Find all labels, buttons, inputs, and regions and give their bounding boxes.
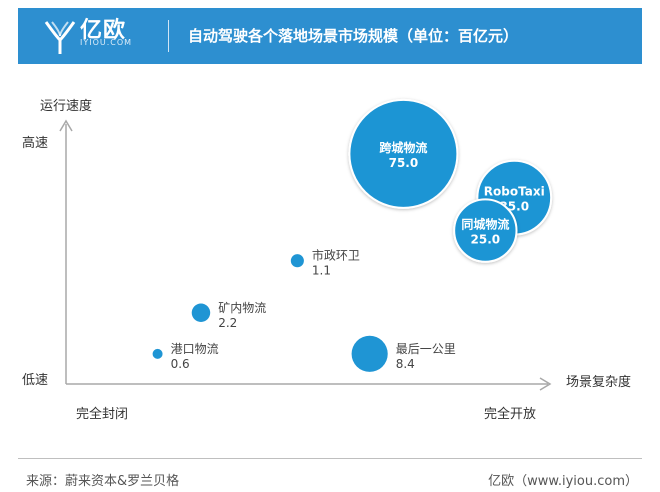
bubble-name-label: 矿内物流 <box>218 301 266 315</box>
yiou-logo-icon <box>44 21 76 54</box>
footer-divider <box>18 458 642 459</box>
bubble-name-label: 同城物流 <box>461 217 509 232</box>
y-low-label: 低速 <box>22 373 48 388</box>
page-title: 自动驾驶各个落地场景市场规模（单位：百亿元） <box>188 27 519 45</box>
brand-note: 亿欧（www.iyiou.com） <box>488 474 638 489</box>
x-low-label: 完全封闭 <box>76 406 128 422</box>
bubble-name-label: 港口物流 <box>171 342 219 356</box>
x-axis-title: 场景复杂度 <box>566 374 631 390</box>
y-high-label: 高速 <box>22 135 48 151</box>
bubble-name-label: 市政环卫 <box>312 248 360 263</box>
header-bar: 亿欧 IYIOU.COM 自动驾驶各个落地场景市场规模（单位：百亿元） <box>18 8 642 64</box>
x-axis-arrow <box>539 377 552 391</box>
y-axis-title: 运行速度 <box>40 98 92 114</box>
bubble-value-label: 0.6 <box>171 357 190 371</box>
bubble-value-label: 8.4 <box>396 357 415 371</box>
header-divider <box>168 20 169 52</box>
bubble-name-label: 最后一公里 <box>396 342 456 356</box>
bubble-point <box>152 348 163 359</box>
chart-axes: 运行速度 高速 低速 场景复杂度 完全封闭 完全开放 <box>22 98 631 422</box>
bubble-point <box>191 303 211 323</box>
bubble-value-label: 2.2 <box>218 316 237 330</box>
x-high-label: 完全开放 <box>484 406 536 422</box>
bubble-point <box>290 254 304 268</box>
bubble-point <box>453 198 518 263</box>
bubble-value-label: 1.1 <box>312 264 331 278</box>
bubble-group: 跨城物流75.0RoboTaxi35.0同城物流25.0市政环卫1.1矿内物流2… <box>152 98 553 372</box>
bubble-point <box>351 335 388 372</box>
bubble-point <box>348 98 459 209</box>
bubble-name-label: 跨城物流 <box>379 140 427 155</box>
y-axis-arrow <box>59 119 73 132</box>
bubble-value-label: 25.0 <box>471 233 501 247</box>
logo-subtext: IYIOU.COM <box>80 38 133 47</box>
source-note: 来源：蔚来资本&罗兰贝格 <box>26 474 180 489</box>
logo-text: 亿欧 <box>80 18 127 43</box>
bubble-name-label: RoboTaxi <box>484 185 545 199</box>
bubble-value-label: 75.0 <box>389 156 419 170</box>
